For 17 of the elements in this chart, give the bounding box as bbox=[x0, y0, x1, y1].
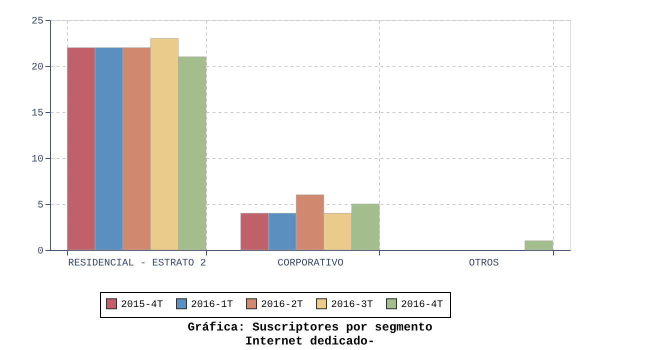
text: Internet dedicado- bbox=[245, 334, 375, 348]
y-tick-label: 20 bbox=[31, 62, 44, 74]
x-tick-label: OTROS bbox=[468, 258, 499, 270]
y-tick-label: 15 bbox=[31, 108, 44, 120]
y-tick-label: 5 bbox=[37, 200, 44, 212]
legend-label: 2016-2T bbox=[261, 300, 304, 311]
y-tick-label: 0 bbox=[37, 246, 44, 258]
y-tick-label: 25 bbox=[31, 16, 44, 28]
y-tick-label: 10 bbox=[31, 154, 44, 166]
text: Gráfica: Suscriptores por segmento bbox=[188, 320, 432, 334]
x-tick-label: RESIDENCIAL - ESTRATO 2 bbox=[68, 258, 206, 270]
legend-label: 2016-4T bbox=[401, 300, 444, 311]
x-tick-label: CORPORATIVO bbox=[277, 258, 344, 270]
bar bbox=[524, 240, 553, 250]
legend-label: 2016-3T bbox=[331, 300, 374, 311]
legend-label: 2015-4T bbox=[121, 300, 164, 311]
legend-label: 2016-1T bbox=[191, 300, 234, 311]
